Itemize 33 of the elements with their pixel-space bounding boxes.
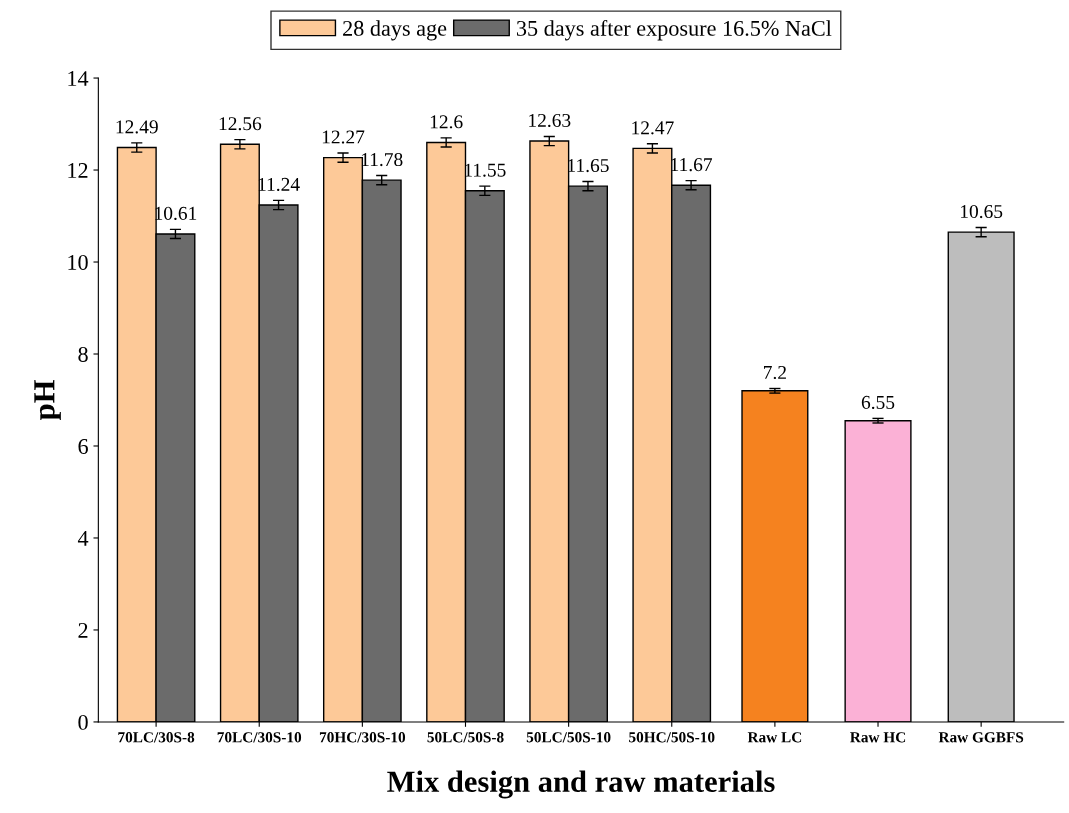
- y-axis-title: pH: [34, 380, 61, 420]
- x-tick-label: 70HC/30S-10: [319, 732, 406, 743]
- x-tick-label: Raw GGBFS: [938, 732, 1024, 743]
- data-label: 12.6: [430, 115, 463, 129]
- x-tick-label: 70LC/30S-8: [118, 732, 195, 743]
- x-tick-label: 50LC/50S-8: [427, 732, 504, 743]
- data-label: 12.27: [322, 130, 365, 144]
- x-tick-label: Raw LC: [747, 732, 802, 743]
- legend-label: 35 days after exposure 16.5% NaCl: [516, 20, 832, 41]
- legend-label: 28 days age: [343, 20, 447, 41]
- data-label: 7.2: [764, 365, 786, 380]
- y-tick-label: 2: [78, 622, 88, 638]
- data-label: 12.47: [632, 121, 674, 135]
- y-tick-label: 10: [68, 254, 88, 270]
- data-label: 10.65: [960, 204, 1003, 219]
- data-label: 11.65: [568, 159, 609, 173]
- data-label: 12.49: [116, 120, 158, 134]
- y-tick-label: 14: [68, 71, 89, 86]
- x-tick-label: 70LC/30S-10: [217, 732, 302, 743]
- y-tick-label: 8: [78, 346, 88, 362]
- data-label: 6.55: [861, 395, 895, 410]
- data-label: 11.78: [361, 152, 403, 167]
- x-tick-label: Raw HC: [850, 732, 906, 743]
- x-axis-title: Mix design and raw materials: [387, 770, 775, 799]
- data-label: 11.55: [465, 163, 506, 177]
- x-tick-label: 50HC/50S-10: [629, 732, 715, 743]
- y-tick-label: 6: [78, 438, 88, 454]
- data-label: 12.56: [219, 117, 262, 131]
- data-label: 12.63: [529, 113, 571, 128]
- y-tick-label: 4: [77, 531, 89, 546]
- x-tick-label: 50LC/50S-10: [526, 732, 611, 743]
- y-tick-label: 0: [78, 714, 88, 730]
- y-tick-label: 12: [68, 163, 88, 178]
